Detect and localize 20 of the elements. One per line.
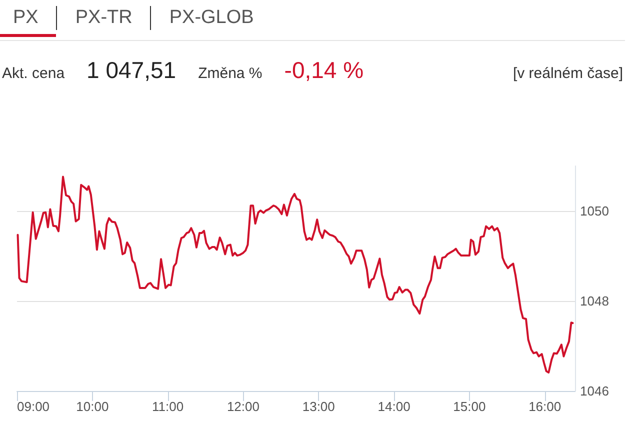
text: 1 047,51 (86, 57, 176, 84)
x-tick-label: 12:00 (226, 399, 260, 414)
text: Změna % (198, 65, 262, 82)
x-tick-label: 11:00 (152, 399, 184, 414)
text: -0,14 % (284, 57, 364, 84)
x-tick-label: 09:00 (17, 399, 50, 414)
chart-title: PX (0, 0, 56, 37)
y-tick-label: 1046 (580, 384, 609, 398)
x-tick-label: 10:00 (76, 399, 109, 414)
text: PX-TR (74, 6, 134, 30)
x-tick-label: 16:00 (528, 399, 562, 414)
y-tick-label: 1048 (580, 294, 609, 308)
line-series (16, 176, 574, 374)
y-tick-label: 1050 (580, 204, 609, 218)
text: [v reálném čase] (512, 65, 623, 82)
text: Akt. cena (2, 65, 65, 82)
x-tick-label: 13:00 (302, 399, 335, 414)
text: PX-GLOB (168, 6, 255, 30)
x-tick-label: 15:00 (453, 399, 486, 414)
x-tick-label: 14:00 (378, 399, 410, 414)
